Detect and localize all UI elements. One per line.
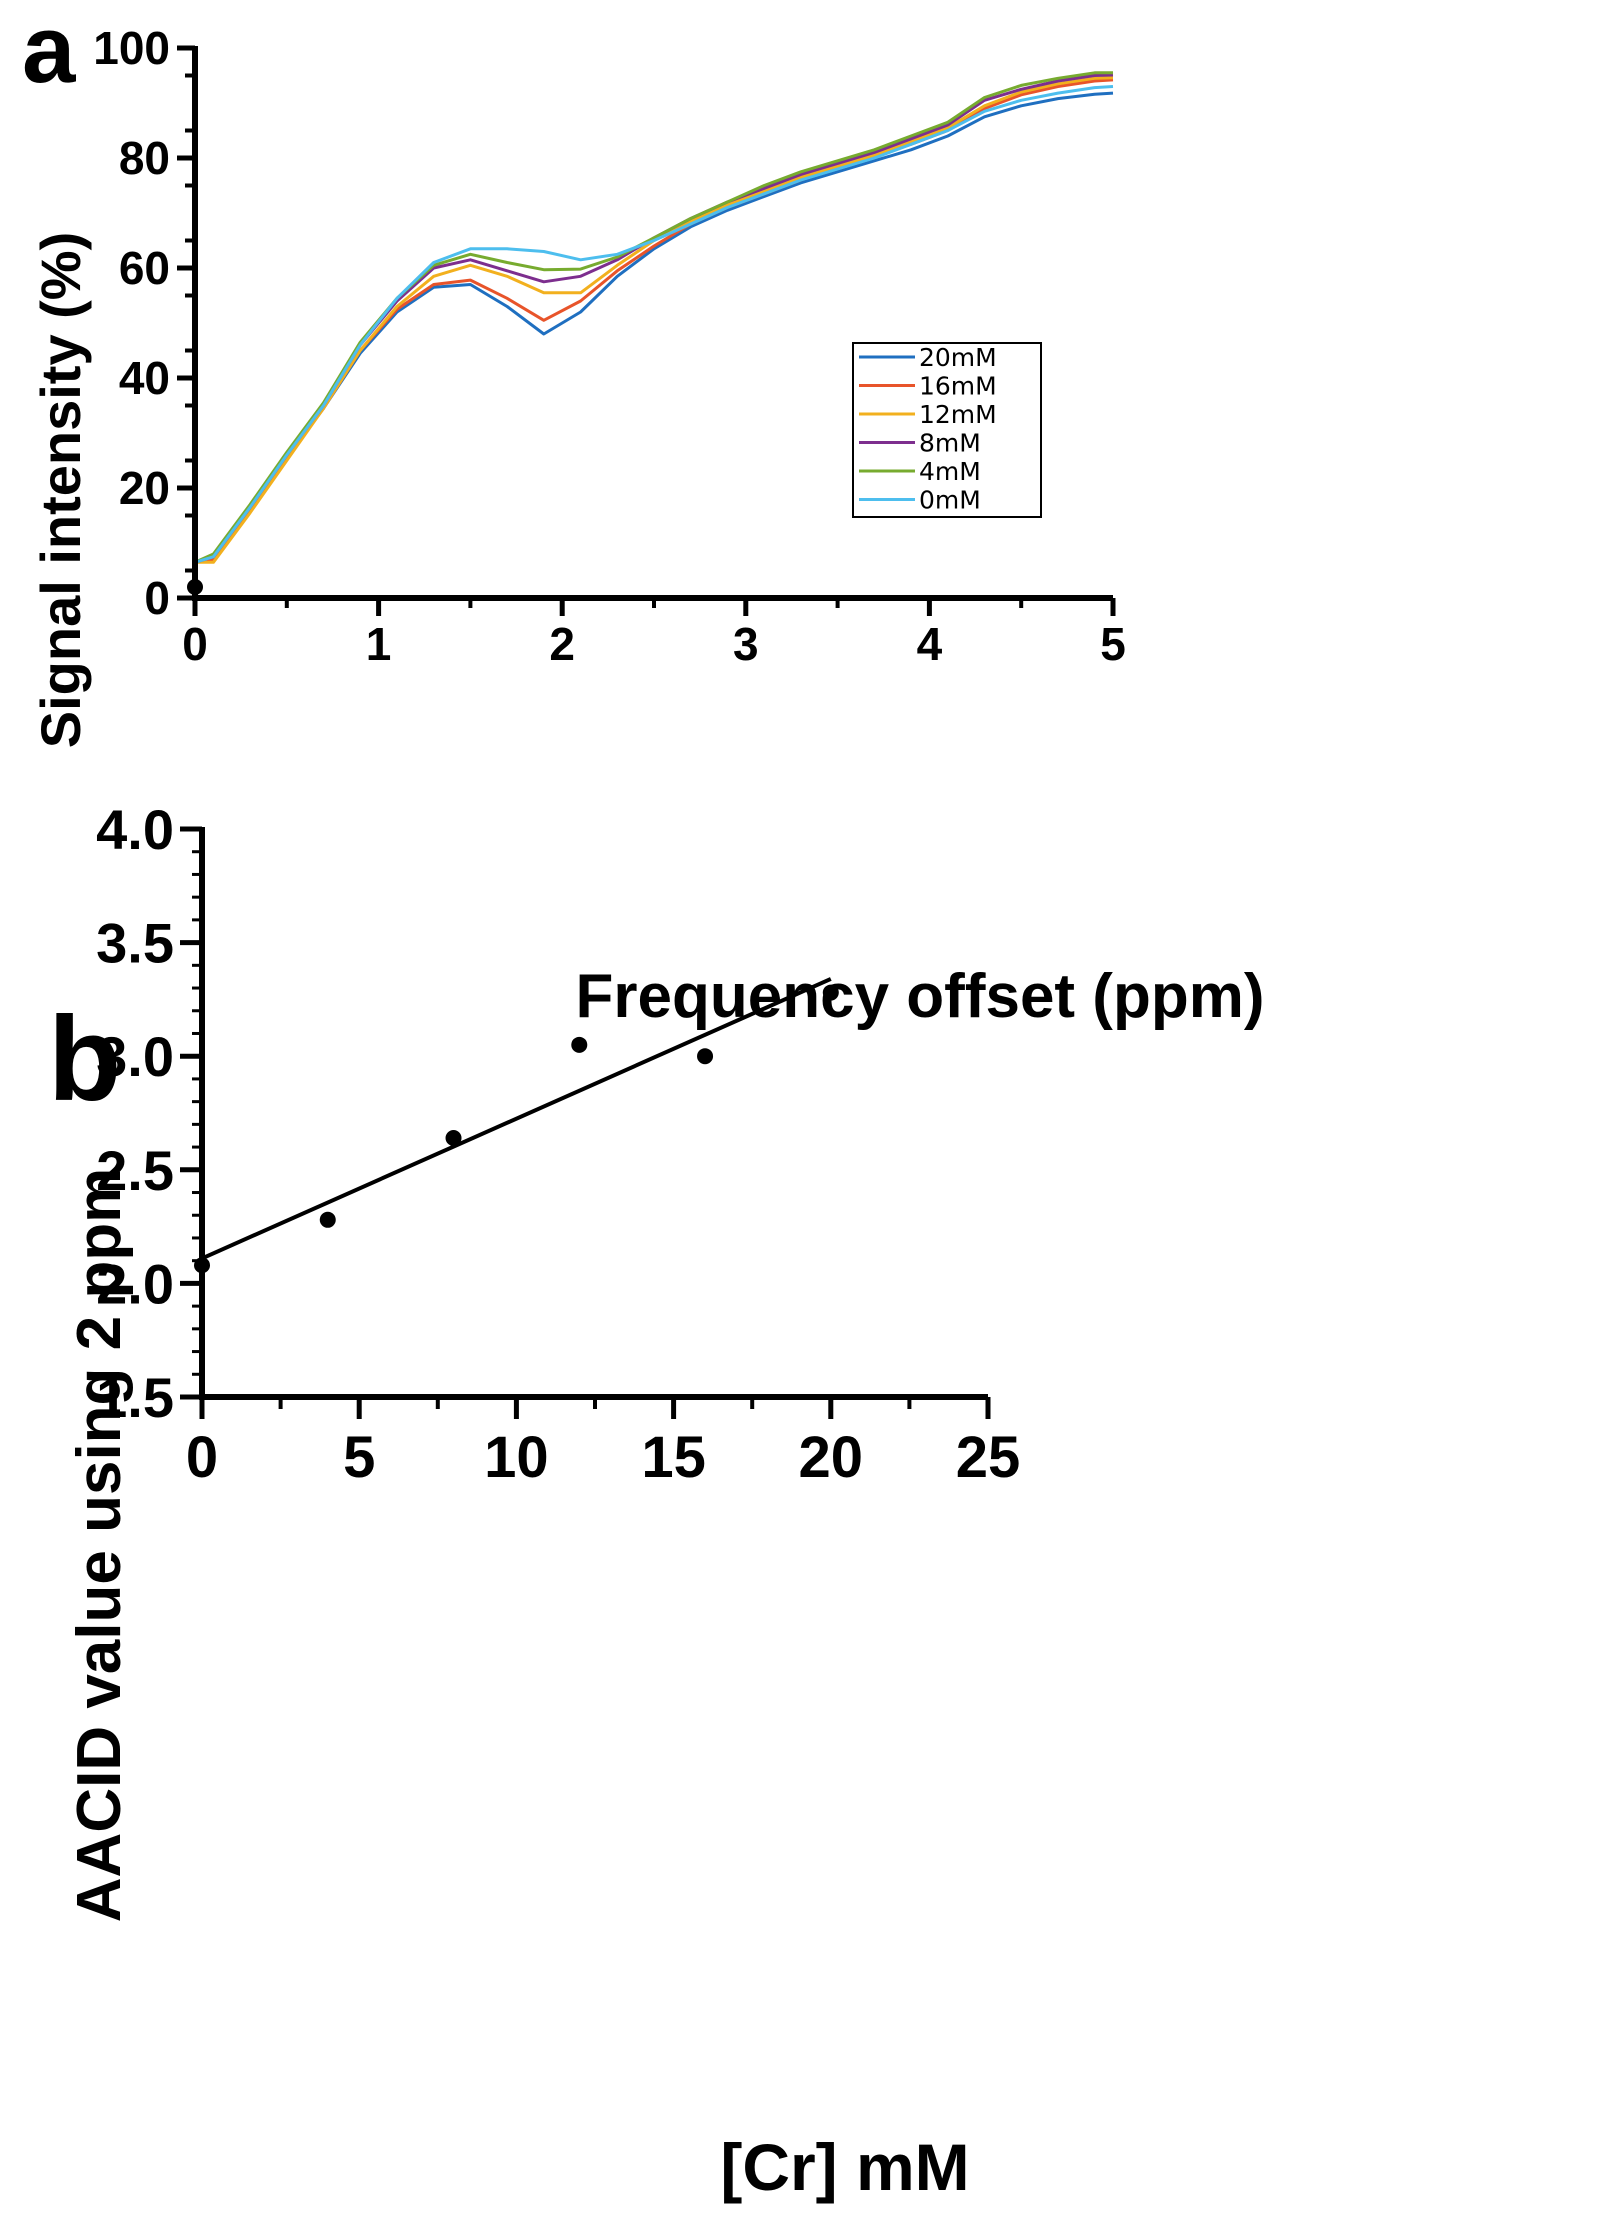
panel-a-x-tick-label: 2 xyxy=(549,618,575,670)
panel-a-y-tick-label: 100 xyxy=(93,22,170,74)
legend-label-16mM: 16mM xyxy=(919,372,997,401)
panel-a-letter: a xyxy=(22,0,76,103)
panel-a-x-tick-label: 1 xyxy=(366,618,392,670)
panel-a-x-tick-label: 5 xyxy=(1100,618,1126,670)
panel-a-y-tick-label: 80 xyxy=(119,132,170,184)
panel-a-x-tick-label: 3 xyxy=(733,618,759,670)
panel-b-y-tick-label: 2.5 xyxy=(96,1139,174,1202)
panel-b-data-point xyxy=(445,1129,462,1146)
panel-b-data-point xyxy=(571,1036,588,1053)
panel-a-series-lines xyxy=(187,71,1114,595)
panel-a-axes: 0 20 40 60 80 100 0 1 2 3 4 5 xyxy=(93,22,1126,670)
panel-b-scatter-chart: b 1.5 2.0 2.5 3.0 3.5 4.0 0 5 10 15 20 25 [Cr] mM A… xyxy=(48,798,1020,2204)
series-line-0mM xyxy=(194,85,1114,564)
panel-b-letter: b xyxy=(48,992,121,1126)
panel-b-y-tick-label: 1.5 xyxy=(96,1366,174,1429)
panel-b-axes: 1.5 2.0 2.5 3.0 3.5 4.0 0 5 10 15 20 25 xyxy=(96,798,1020,1490)
panel-a-y-tick-label: 60 xyxy=(119,242,170,294)
panel-b-data-point xyxy=(697,1048,714,1065)
panel-a-y-tick-label: 20 xyxy=(119,462,170,514)
panel-b-regression-line xyxy=(201,977,832,1261)
panel-b-y-tick-label: 2.0 xyxy=(96,1252,174,1315)
panel-a-line-chart: a 0 20 40 60 80 100 0 1 2 3 4 5 20mM16mM12mM8mM4mM0… xyxy=(22,0,1264,1031)
panel-b-data-point xyxy=(822,984,839,1001)
panel-a-y-axis-label: Signal intensity (%) xyxy=(29,232,92,749)
panel-b-fit-line xyxy=(201,977,832,1261)
panel-a-x-axis-label: Frequency offset (ppm) xyxy=(576,962,1265,1031)
legend-label-0mM: 0mM xyxy=(919,486,981,515)
legend-label-8mM: 8mM xyxy=(919,429,981,458)
panel-b-y-tick-label: 3.5 xyxy=(96,912,174,975)
panel-b-x-tick-label: 5 xyxy=(343,1425,375,1490)
panel-b-x-tick-label: 15 xyxy=(641,1425,706,1490)
panel-b-x-tick-label: 20 xyxy=(799,1425,864,1490)
panel-a-y-tick-label: 0 xyxy=(144,572,170,624)
panel-b-x-tick-label: 10 xyxy=(484,1425,549,1490)
panel-b-y-axis-label: AACID value using 2 ppm xyxy=(65,1168,134,1922)
legend-label-4mM: 4mM xyxy=(919,457,981,486)
panel-a-x-tick-label: 0 xyxy=(182,618,208,670)
panel-b-x-tick-label: 0 xyxy=(186,1425,218,1490)
panel-b-x-axis-label: [Cr] mM xyxy=(720,2130,969,2204)
legend-label-20mM: 20mM xyxy=(919,343,997,372)
panel-b-y-tick-label: 4.0 xyxy=(96,798,174,861)
panel-a-x-tick-label: 4 xyxy=(917,618,943,670)
panel-b-x-tick-label: 25 xyxy=(956,1425,1021,1490)
panel-b-data-point xyxy=(319,1211,336,1228)
panel-b-y-tick-label: 3.0 xyxy=(96,1025,174,1088)
panel-a-legend-box xyxy=(852,342,1042,518)
panel-a-y-tick-label: 40 xyxy=(119,352,170,404)
legend-label-12mM: 12mM xyxy=(919,400,997,429)
